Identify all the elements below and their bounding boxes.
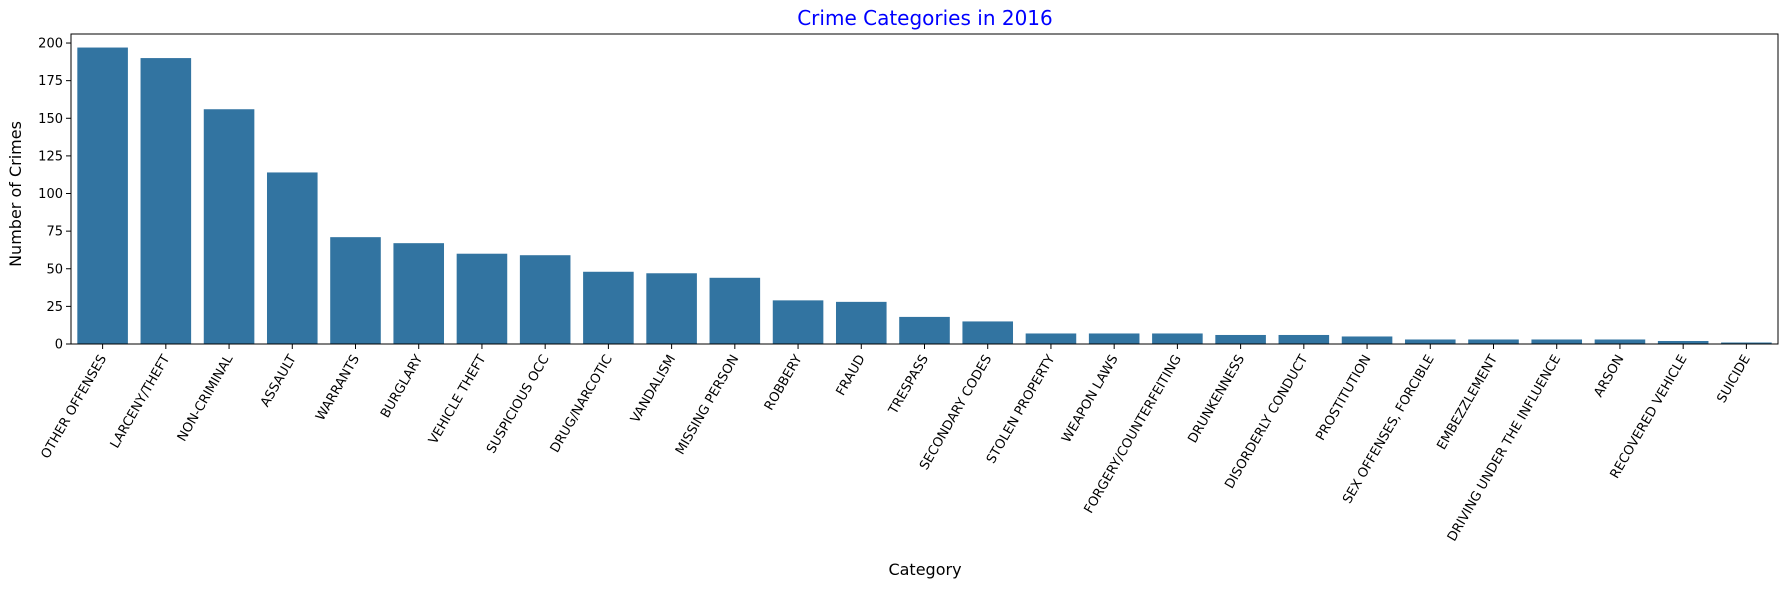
x-axis-label: Category bbox=[888, 560, 961, 579]
x-tick-label: LARCENY/THEFT bbox=[108, 352, 174, 451]
bar bbox=[1721, 342, 1772, 344]
bar bbox=[330, 237, 381, 344]
y-tick-label: 75 bbox=[46, 225, 63, 240]
bar bbox=[835, 301, 887, 344]
x-tick-label: BURGLARY bbox=[378, 352, 426, 420]
x-tick-label: ARSON bbox=[1591, 353, 1627, 400]
y-tick-label: 175 bbox=[38, 74, 63, 89]
bar bbox=[772, 300, 824, 344]
bar bbox=[1152, 333, 1203, 344]
bar bbox=[1088, 333, 1140, 344]
y-tick-label: 100 bbox=[38, 187, 63, 202]
x-tick-label: EMBEZZLEMENT bbox=[1435, 352, 1501, 452]
bar bbox=[1215, 334, 1266, 344]
x-tick-label: ASSAULT bbox=[258, 352, 300, 409]
bar bbox=[1278, 334, 1330, 344]
y-tick-label: 125 bbox=[38, 149, 63, 164]
y-tick-label: 200 bbox=[38, 37, 63, 52]
plot-frame bbox=[70, 33, 1779, 345]
y-tick-label: 25 bbox=[46, 300, 63, 315]
x-tick-label: DRUG/NARCOTIC bbox=[548, 353, 616, 456]
x-tick-label: PROSTITUTION bbox=[1313, 353, 1374, 444]
bars-layer bbox=[77, 47, 1772, 345]
y-tick-label: 0 bbox=[55, 338, 63, 353]
bar bbox=[203, 109, 255, 345]
bar bbox=[519, 255, 571, 344]
bar bbox=[77, 47, 128, 344]
y-tick-label: 50 bbox=[46, 262, 63, 277]
bar bbox=[899, 316, 950, 344]
chart-title: Crime Categories in 2016 bbox=[797, 6, 1053, 30]
bar bbox=[646, 273, 697, 344]
bar bbox=[140, 58, 192, 344]
bar bbox=[1341, 336, 1393, 344]
y-ticks-layer: 0 25 50 75 100 125 150 175 200 bbox=[38, 37, 71, 353]
x-tick-label: VEHICLE THEFT bbox=[426, 352, 489, 447]
x-tick-label: WARRANTS bbox=[313, 353, 363, 424]
bar bbox=[583, 271, 634, 344]
x-tick-label: FRAUD bbox=[834, 353, 869, 399]
x-tick-label: TRESPASS bbox=[886, 353, 932, 418]
x-tick-label: SECONDARY CODES bbox=[917, 353, 995, 473]
x-tick-label: DRUNKENNESS bbox=[1185, 353, 1248, 446]
x-tick-label: SUICIDE bbox=[1714, 353, 1753, 406]
bar bbox=[1531, 339, 1583, 344]
x-tick-label: DRIVING UNDER THE INFLUENCE bbox=[1445, 353, 1564, 545]
bar bbox=[1025, 333, 1077, 344]
y-axis-label: Number of Crimes bbox=[6, 121, 25, 267]
bar bbox=[266, 172, 318, 344]
x-tick-label: STOLEN PROPERTY bbox=[984, 352, 1058, 466]
x-tick-label: VANDALISM bbox=[628, 353, 679, 426]
bar bbox=[1594, 339, 1646, 344]
y-tick-label: 150 bbox=[38, 112, 63, 127]
bar bbox=[709, 277, 761, 344]
x-tick-label: ROBBERY bbox=[762, 352, 806, 413]
x-tick-label: SUSPICIOUS OCC bbox=[484, 353, 553, 457]
x-tick-label: MISSING PERSON bbox=[673, 353, 742, 458]
bar bbox=[393, 243, 445, 344]
x-tick-label: WEAPON LAWS bbox=[1059, 353, 1121, 446]
bar bbox=[1468, 339, 1519, 344]
bar bbox=[456, 253, 508, 344]
x-tick-label: OTHER OFFENSES bbox=[38, 353, 110, 462]
bar bbox=[1404, 339, 1456, 344]
x-tick-label: NON-CRIMINAL bbox=[175, 352, 237, 444]
bar bbox=[1657, 340, 1709, 344]
bar bbox=[962, 321, 1014, 344]
